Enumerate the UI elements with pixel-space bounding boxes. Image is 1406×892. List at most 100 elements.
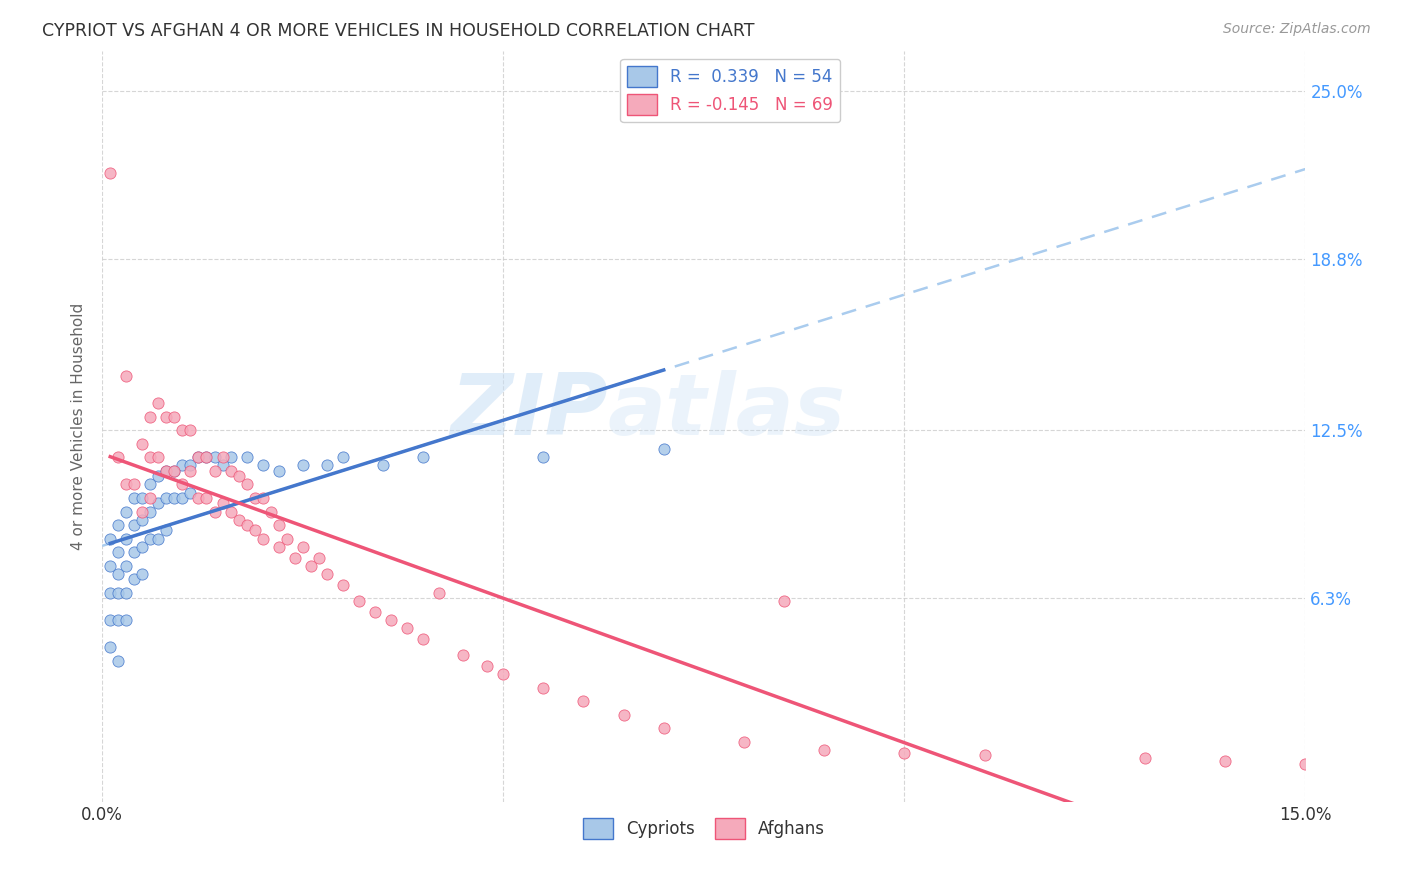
Point: [652, 442, 675, 457]
Point: [148, 450, 170, 465]
Point: [139, 491, 162, 505]
Point: [260, 504, 283, 518]
Point: [179, 423, 201, 437]
Point: [139, 504, 162, 518]
Point: [155, 409, 177, 424]
Point: [131, 504, 153, 518]
Point: [148, 496, 170, 510]
Point: [477, 659, 499, 673]
Point: [163, 464, 186, 478]
Point: [332, 578, 354, 592]
Point: [124, 545, 146, 559]
Point: [98, 532, 121, 546]
Point: [131, 513, 153, 527]
Point: [187, 450, 209, 465]
Point: [973, 748, 995, 763]
Point: [371, 458, 394, 473]
Point: [124, 572, 146, 586]
Point: [98, 558, 121, 573]
Point: [163, 409, 186, 424]
Point: [284, 550, 307, 565]
Point: [219, 450, 242, 465]
Text: CYPRIOT VS AFGHAN 4 OR MORE VEHICLES IN HOUSEHOLD CORRELATION CHART: CYPRIOT VS AFGHAN 4 OR MORE VEHICLES IN …: [42, 22, 755, 40]
Point: [211, 450, 233, 465]
Point: [115, 558, 138, 573]
Point: [148, 532, 170, 546]
Point: [115, 586, 138, 600]
Point: [139, 409, 162, 424]
Point: [813, 743, 835, 757]
Point: [179, 464, 201, 478]
Point: [572, 694, 595, 708]
Y-axis label: 4 or more Vehicles in Household: 4 or more Vehicles in Household: [72, 302, 86, 549]
Point: [492, 667, 515, 681]
Point: [315, 566, 337, 581]
Point: [107, 566, 129, 581]
Point: [155, 524, 177, 538]
Point: [219, 504, 242, 518]
Point: [267, 540, 290, 554]
Point: [139, 532, 162, 546]
Point: [219, 464, 242, 478]
Point: [131, 491, 153, 505]
Point: [187, 450, 209, 465]
Point: [139, 477, 162, 491]
Point: [187, 491, 209, 505]
Point: [364, 605, 387, 619]
Point: [115, 504, 138, 518]
Point: [204, 464, 226, 478]
Point: [347, 594, 370, 608]
Point: [98, 640, 121, 654]
Point: [267, 518, 290, 533]
Text: atlas: atlas: [607, 369, 845, 452]
Point: [204, 504, 226, 518]
Point: [395, 621, 418, 635]
Point: [172, 458, 194, 473]
Text: Source: ZipAtlas.com: Source: ZipAtlas.com: [1223, 22, 1371, 37]
Point: [211, 458, 233, 473]
Point: [163, 464, 186, 478]
Point: [733, 735, 755, 749]
Point: [131, 566, 153, 581]
Point: [531, 450, 554, 465]
Point: [179, 458, 201, 473]
Point: [235, 518, 257, 533]
Point: [124, 491, 146, 505]
Point: [195, 450, 218, 465]
Point: [115, 613, 138, 627]
Point: [107, 613, 129, 627]
Point: [252, 458, 274, 473]
Point: [107, 586, 129, 600]
Point: [531, 681, 554, 695]
Point: [131, 436, 153, 450]
Point: [98, 166, 121, 180]
Point: [332, 450, 354, 465]
Point: [107, 545, 129, 559]
Point: [155, 491, 177, 505]
Point: [155, 464, 177, 478]
Point: [267, 464, 290, 478]
Point: [228, 513, 250, 527]
Point: [148, 396, 170, 410]
Point: [107, 654, 129, 668]
Point: [124, 518, 146, 533]
Point: [308, 550, 330, 565]
Point: [204, 450, 226, 465]
Point: [155, 464, 177, 478]
Point: [299, 558, 322, 573]
Point: [291, 540, 314, 554]
Point: [412, 632, 434, 646]
Point: [98, 586, 121, 600]
Point: [107, 450, 129, 465]
Point: [163, 491, 186, 505]
Point: [131, 540, 153, 554]
Point: [172, 477, 194, 491]
Point: [115, 368, 138, 383]
Point: [172, 491, 194, 505]
Point: [315, 458, 337, 473]
Point: [427, 586, 450, 600]
Point: [235, 450, 257, 465]
Point: [148, 469, 170, 483]
Point: [195, 491, 218, 505]
Point: [228, 469, 250, 483]
